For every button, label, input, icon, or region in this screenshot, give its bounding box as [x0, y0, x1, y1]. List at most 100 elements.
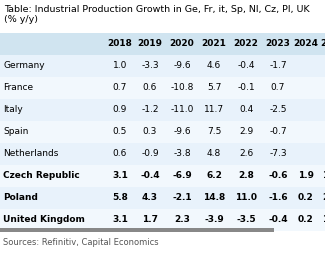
Bar [199, 33, 229, 55]
Text: 0.2: 0.2 [298, 194, 314, 203]
Bar [319, 165, 325, 187]
Text: 3.1: 3.1 [112, 215, 128, 224]
Text: -0.1: -0.1 [237, 84, 255, 93]
Bar [319, 77, 325, 99]
Bar [293, 143, 319, 165]
Text: -10.8: -10.8 [170, 84, 194, 93]
Bar [135, 209, 165, 231]
Bar [293, 187, 319, 209]
Bar [319, 99, 325, 121]
Text: 0.2: 0.2 [298, 215, 314, 224]
Text: 2.8: 2.8 [238, 171, 254, 180]
Bar [165, 77, 199, 99]
Text: 2020: 2020 [170, 40, 194, 49]
Bar [229, 55, 263, 77]
Bar [199, 143, 229, 165]
Bar [319, 55, 325, 77]
Text: 11.7: 11.7 [204, 105, 224, 114]
Bar [263, 55, 293, 77]
Text: 11.0: 11.0 [235, 194, 257, 203]
Text: 14.8: 14.8 [203, 194, 225, 203]
Text: -2.5: -2.5 [269, 105, 287, 114]
Bar [135, 165, 165, 187]
Bar [199, 99, 229, 121]
Text: -6.9: -6.9 [172, 171, 192, 180]
Bar [0, 33, 105, 55]
Bar [293, 55, 319, 77]
Text: United Kingdom: United Kingdom [3, 215, 85, 224]
Text: -1.7: -1.7 [269, 61, 287, 70]
Bar [105, 33, 135, 55]
Text: -3.5: -3.5 [236, 215, 256, 224]
Bar [199, 77, 229, 99]
Text: 3.1: 3.1 [112, 171, 128, 180]
Text: -2.1: -2.1 [172, 194, 192, 203]
Text: -1.6: -1.6 [268, 194, 288, 203]
Bar [229, 165, 263, 187]
Bar [165, 55, 199, 77]
Text: 0.4: 0.4 [239, 105, 253, 114]
Bar [319, 143, 325, 165]
Text: 2022: 2022 [234, 40, 258, 49]
Text: 2.9: 2.9 [239, 127, 253, 136]
Text: 2.4: 2.4 [322, 194, 325, 203]
Text: Czech Republic: Czech Republic [3, 171, 80, 180]
Bar [199, 187, 229, 209]
Text: 1.7: 1.7 [322, 171, 325, 180]
Bar [0, 99, 105, 121]
Text: 2021: 2021 [202, 40, 227, 49]
Text: Netherlands: Netherlands [3, 150, 58, 159]
Text: 0.3: 0.3 [143, 127, 157, 136]
Bar [0, 187, 105, 209]
Bar [105, 121, 135, 143]
Bar [135, 187, 165, 209]
Text: -11.0: -11.0 [170, 105, 194, 114]
Bar [135, 143, 165, 165]
Text: 0.7: 0.7 [271, 84, 285, 93]
Text: 1.0: 1.0 [322, 215, 325, 224]
Text: (% y/y): (% y/y) [4, 15, 38, 24]
Bar [229, 33, 263, 55]
Text: -0.7: -0.7 [269, 127, 287, 136]
Text: -0.4: -0.4 [268, 215, 288, 224]
Bar [0, 143, 105, 165]
Bar [199, 209, 229, 231]
Text: -3.3: -3.3 [141, 61, 159, 70]
Text: -3.9: -3.9 [204, 215, 224, 224]
Bar [319, 121, 325, 143]
Bar [293, 165, 319, 187]
Bar [105, 187, 135, 209]
Text: 0.9: 0.9 [113, 105, 127, 114]
Text: 5.7: 5.7 [207, 84, 221, 93]
Bar [263, 121, 293, 143]
Bar [199, 121, 229, 143]
Text: -0.9: -0.9 [141, 150, 159, 159]
Bar [293, 121, 319, 143]
Bar [165, 143, 199, 165]
Bar [319, 187, 325, 209]
Bar [0, 121, 105, 143]
Text: 0.6: 0.6 [143, 84, 157, 93]
Text: 2.6: 2.6 [239, 150, 253, 159]
Text: 202: 202 [321, 40, 325, 49]
Bar [165, 121, 199, 143]
Bar [165, 165, 199, 187]
Text: 7.5: 7.5 [207, 127, 221, 136]
Text: 1.7: 1.7 [142, 215, 158, 224]
Bar [135, 33, 165, 55]
Bar [263, 209, 293, 231]
Bar [165, 33, 199, 55]
Text: -7.3: -7.3 [269, 150, 287, 159]
Bar [229, 143, 263, 165]
Bar [199, 165, 229, 187]
Bar [165, 187, 199, 209]
Bar [229, 121, 263, 143]
Bar [319, 33, 325, 55]
Text: Poland: Poland [3, 194, 38, 203]
Text: 1.9: 1.9 [298, 171, 314, 180]
Text: Sources: Refinitiv, Capital Economics: Sources: Refinitiv, Capital Economics [3, 238, 159, 247]
Text: -0.6: -0.6 [268, 171, 288, 180]
Bar [0, 209, 105, 231]
Text: Germany: Germany [3, 61, 45, 70]
Text: -0.4: -0.4 [237, 61, 255, 70]
